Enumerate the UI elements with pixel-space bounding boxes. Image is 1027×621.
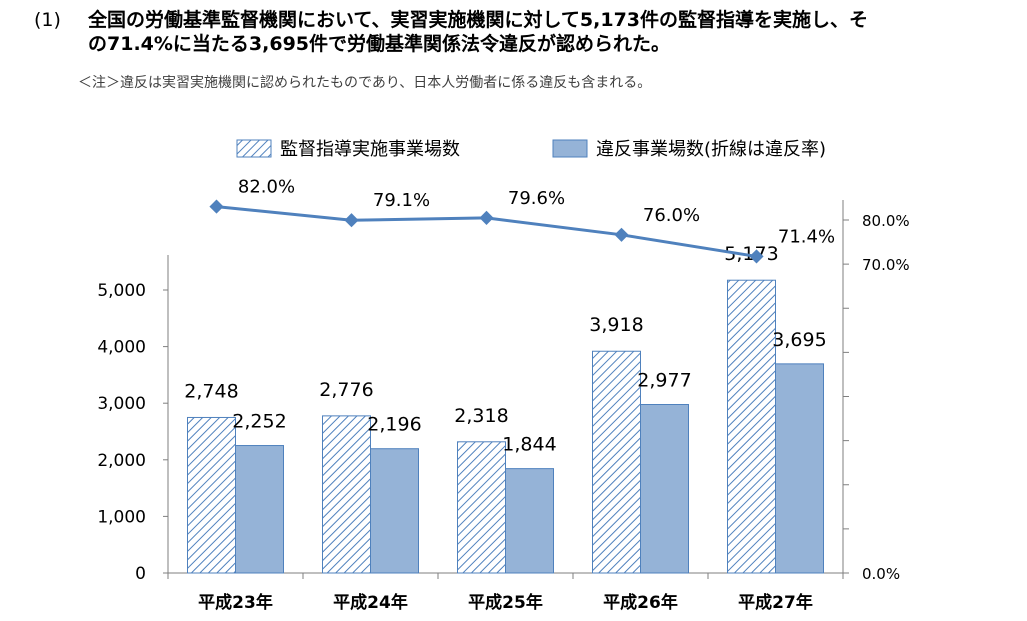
rate-point [749,249,764,264]
x-tick-label: 平成24年 [333,592,408,613]
bar-series-2 [505,468,554,574]
data-label-series-1: 3,918 [589,314,643,336]
data-label-series-2: 2,977 [637,370,691,392]
legend-label-series-1: 監督指導実施事業場数 [280,139,460,160]
bar-series-1 [457,441,506,574]
bar-series-1 [322,415,371,574]
y-tick-label: 3,000 [97,394,146,414]
bar-series-1 [592,350,641,574]
rate-label: 76.0% [643,205,700,226]
rate-label: 79.1% [373,190,430,211]
rate-label: 82.0% [238,177,295,198]
data-label-series-1: 2,318 [454,405,508,427]
y2-tick-label: 70.0% [862,256,910,274]
x-tick-label: 平成27年 [738,592,813,613]
note: ＜注＞違反は実習実施機関に認められたものであり、日本人労働者に係る違反も含まれる… [78,75,652,91]
bar-series-2 [370,448,419,574]
rate-point [209,199,224,214]
legend-label-series-2: 違反事業場数(折線は違反率) [596,139,826,160]
rate-label: 79.6% [508,188,565,209]
data-label-series-2: 1,844 [502,434,556,456]
bar-series-2 [235,445,284,574]
legend-swatch-series-2 [552,139,588,158]
legend: 監督指導実施事業場数 違反事業場数(折線は違反率) [236,139,826,160]
bar-series-2 [775,363,824,574]
heading-number: (1) [34,9,61,31]
data-label-series-1: 2,748 [184,380,238,402]
rate-point [344,213,359,228]
axes: 0 1,000 2,000 3,000 4,000 5,000 0.0% 70.0% 80.0%… [97,200,910,613]
y-tick-label: 4,000 [97,338,146,358]
bar-series-1 [187,416,236,574]
data-label-series-2: 2,252 [232,411,286,433]
data-label-series-2: 2,196 [367,414,421,436]
x-tick-label: 平成25年 [468,592,543,613]
rate-label: 71.4% [778,226,835,247]
legend-swatch-series-1 [236,139,272,158]
data-label-series-1: 2,776 [319,379,373,401]
rate-point [614,227,629,242]
y-tick-label: 5,000 [97,281,146,301]
bar-series-1 [727,279,776,574]
heading-line-1: 全国の労働基準監督機関において、実習実施機関に対して5,173件の監督指導を実施… [88,9,869,31]
y2-tick-label: 0.0% [862,565,900,583]
rate-point [479,210,494,225]
rate-line: 82.0% 79.1% 79.6% 76.0% 71.4% [209,177,835,264]
x-tick-label: 平成26年 [603,592,678,613]
y2-tick-label: 80.0% [862,212,910,230]
bar-series-2 [640,404,689,574]
y-tick-label: 0 [135,564,146,584]
x-tick-label: 平成23年 [198,592,273,613]
data-label-series-2: 3,695 [772,329,826,351]
heading-line-2: の71.4%に当たる3,695件で労働基準関係法令違反が認められた。 [88,33,671,55]
y-tick-label: 1,000 [97,507,146,527]
y-tick-label: 2,000 [97,451,146,471]
bars: 2,748 2,252 2,776 2,196 2,318 1,844 3,918 2,977… [184,243,827,574]
